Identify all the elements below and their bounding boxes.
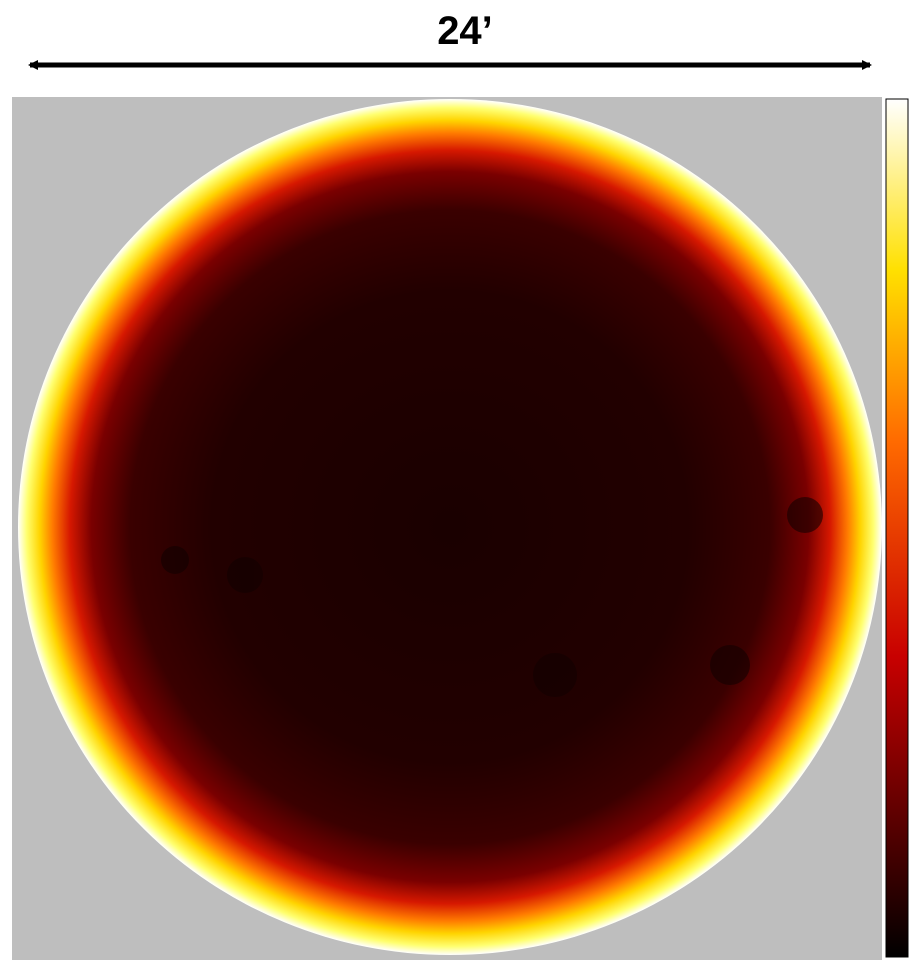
scale-label: 24’ — [437, 9, 493, 53]
map-disk — [18, 99, 882, 955]
map-panel — [12, 97, 882, 960]
colorbar — [885, 98, 909, 958]
map-features — [161, 497, 823, 697]
